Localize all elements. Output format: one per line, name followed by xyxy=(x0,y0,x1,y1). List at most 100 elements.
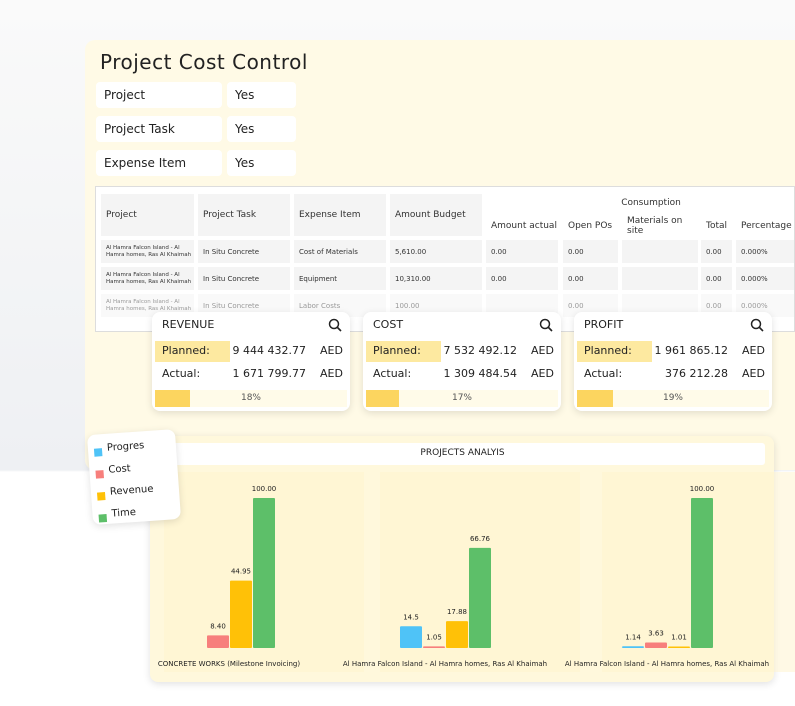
table-cell: Al Hamra Falcon Island - Al Hamra homes,… xyxy=(101,267,194,290)
actual-value: 1 671 799.77 xyxy=(232,367,306,380)
legend-swatch xyxy=(96,492,106,501)
table-cell xyxy=(486,294,558,317)
table-cell: Al Hamra Falcon Island - Al Hamra homes,… xyxy=(101,294,194,317)
table-cell: Equipment xyxy=(294,267,386,290)
value-label: 1.05 xyxy=(426,633,442,641)
progress-label: 19% xyxy=(662,393,683,403)
value-label: 3.63 xyxy=(648,630,664,638)
search-icon[interactable] xyxy=(750,318,764,332)
filter-value: Yes xyxy=(227,116,296,142)
legend-label: Progres xyxy=(106,440,145,454)
currency: AED xyxy=(320,344,343,357)
kpi-title: REVENUE xyxy=(162,318,215,331)
bar xyxy=(400,626,422,648)
table-cell: In Situ Concrete xyxy=(198,267,290,290)
progress-fill xyxy=(155,390,190,407)
table-cell: In Situ Concrete xyxy=(198,294,290,317)
currency: AED xyxy=(531,367,554,380)
bar xyxy=(423,646,445,648)
kpi-card: COST Planned: 7 532 492.12 AED Actual: 1 309 … xyxy=(363,312,561,411)
currency: AED xyxy=(320,367,343,380)
value-label: 17.88 xyxy=(447,608,467,616)
actual-value: 376 212.28 xyxy=(665,367,728,380)
value-label: 100.00 xyxy=(690,485,715,493)
planned-highlight xyxy=(366,341,441,362)
value-label: 100.00 xyxy=(252,485,277,493)
table-cell: Cost of Materials xyxy=(294,240,386,263)
legend-label: Revenue xyxy=(109,483,154,498)
bar xyxy=(446,621,468,648)
column-header: Expense Item xyxy=(294,194,386,236)
table-cell: Labor Costs xyxy=(294,294,386,317)
bar xyxy=(668,646,690,648)
table-cell: Al Hamra Falcon Island - Al Hamra homes,… xyxy=(101,240,194,263)
progress-fill xyxy=(366,390,399,407)
chart-title: PROJECTS ANALYIS xyxy=(420,448,505,458)
table-cell: 0.000% xyxy=(736,294,794,317)
column-header: Percentage xyxy=(736,216,794,236)
column-header: Open POs xyxy=(563,216,618,236)
bar xyxy=(253,498,275,648)
column-header: Materials on site xyxy=(622,216,698,236)
value-label: 1.14 xyxy=(625,633,641,641)
table-cell: In Situ Concrete xyxy=(198,240,290,263)
actual-label: Actual: xyxy=(162,367,201,380)
currency: AED xyxy=(742,367,765,380)
legend-label: Cost xyxy=(108,463,132,476)
group-header: Consumption xyxy=(486,194,794,212)
search-icon[interactable] xyxy=(328,318,342,332)
table-cell: 0.00 xyxy=(563,240,618,263)
actual-label: Actual: xyxy=(584,367,623,380)
bar xyxy=(207,635,229,648)
progress-label: 17% xyxy=(451,393,472,403)
filter-value: Yes xyxy=(227,82,296,108)
planned-value: 7 532 492.12 xyxy=(443,344,517,357)
table-cell xyxy=(622,294,698,317)
actual-label: Actual: xyxy=(373,367,412,380)
search-icon[interactable] xyxy=(539,318,553,332)
filter-value: Yes xyxy=(227,150,296,176)
progress-track xyxy=(155,390,347,407)
chart-title-bar xyxy=(160,443,765,465)
table-cell: 0.00 xyxy=(563,267,618,290)
planned-highlight xyxy=(577,341,652,362)
bar xyxy=(622,646,644,648)
bar xyxy=(469,547,491,648)
progress-track xyxy=(577,390,769,407)
planned-label: Planned: xyxy=(584,344,632,357)
planned-value: 9 444 432.77 xyxy=(232,344,306,357)
table-cell: 0.00 xyxy=(486,267,558,290)
table-cell: 0.00 xyxy=(486,240,558,263)
value-label: 8.40 xyxy=(210,622,226,630)
table-cell: 0.00 xyxy=(701,267,732,290)
bar xyxy=(230,580,252,648)
category-label: Al Hamra Falcon Island - Al Hamra homes,… xyxy=(343,660,547,668)
category-label: Al Hamra Falcon Island - Al Hamra homes,… xyxy=(565,660,769,668)
kpi-card: PROFIT Planned: 1 961 865.12 AED Actual: 376 … xyxy=(574,312,772,411)
value-label: 66.76 xyxy=(470,535,491,543)
table-cell: 0.00 xyxy=(563,294,618,317)
legend-swatch xyxy=(93,448,103,457)
progress-track xyxy=(366,390,558,407)
table-cell: 5,610.00 xyxy=(390,240,482,263)
table-cell: 10,310.00 xyxy=(390,267,482,290)
page-title: Project Cost Control xyxy=(100,50,308,74)
column-header: Project Task xyxy=(198,194,290,236)
column-header: Amount actual xyxy=(486,216,558,236)
legend-label: Time xyxy=(111,506,137,520)
column-header: Total xyxy=(701,216,732,236)
planned-highlight xyxy=(155,341,230,362)
category-label: CONCRETE WORKS (Milestone Invoicing) xyxy=(158,660,300,668)
value-label: 1.01 xyxy=(671,633,687,641)
value-label: 14.5 xyxy=(403,613,419,621)
table-cell: 0.00 xyxy=(701,294,732,317)
column-header: Amount Budget xyxy=(390,194,482,236)
planned-value: 1 961 865.12 xyxy=(654,344,728,357)
planned-label: Planned: xyxy=(162,344,210,357)
currency: AED xyxy=(742,344,765,357)
filter-label: Project Task xyxy=(96,116,222,142)
legend-swatch xyxy=(95,470,105,479)
table-cell: 100.00 xyxy=(390,294,482,317)
legend: Progres Cost Revenue Time xyxy=(86,429,182,525)
